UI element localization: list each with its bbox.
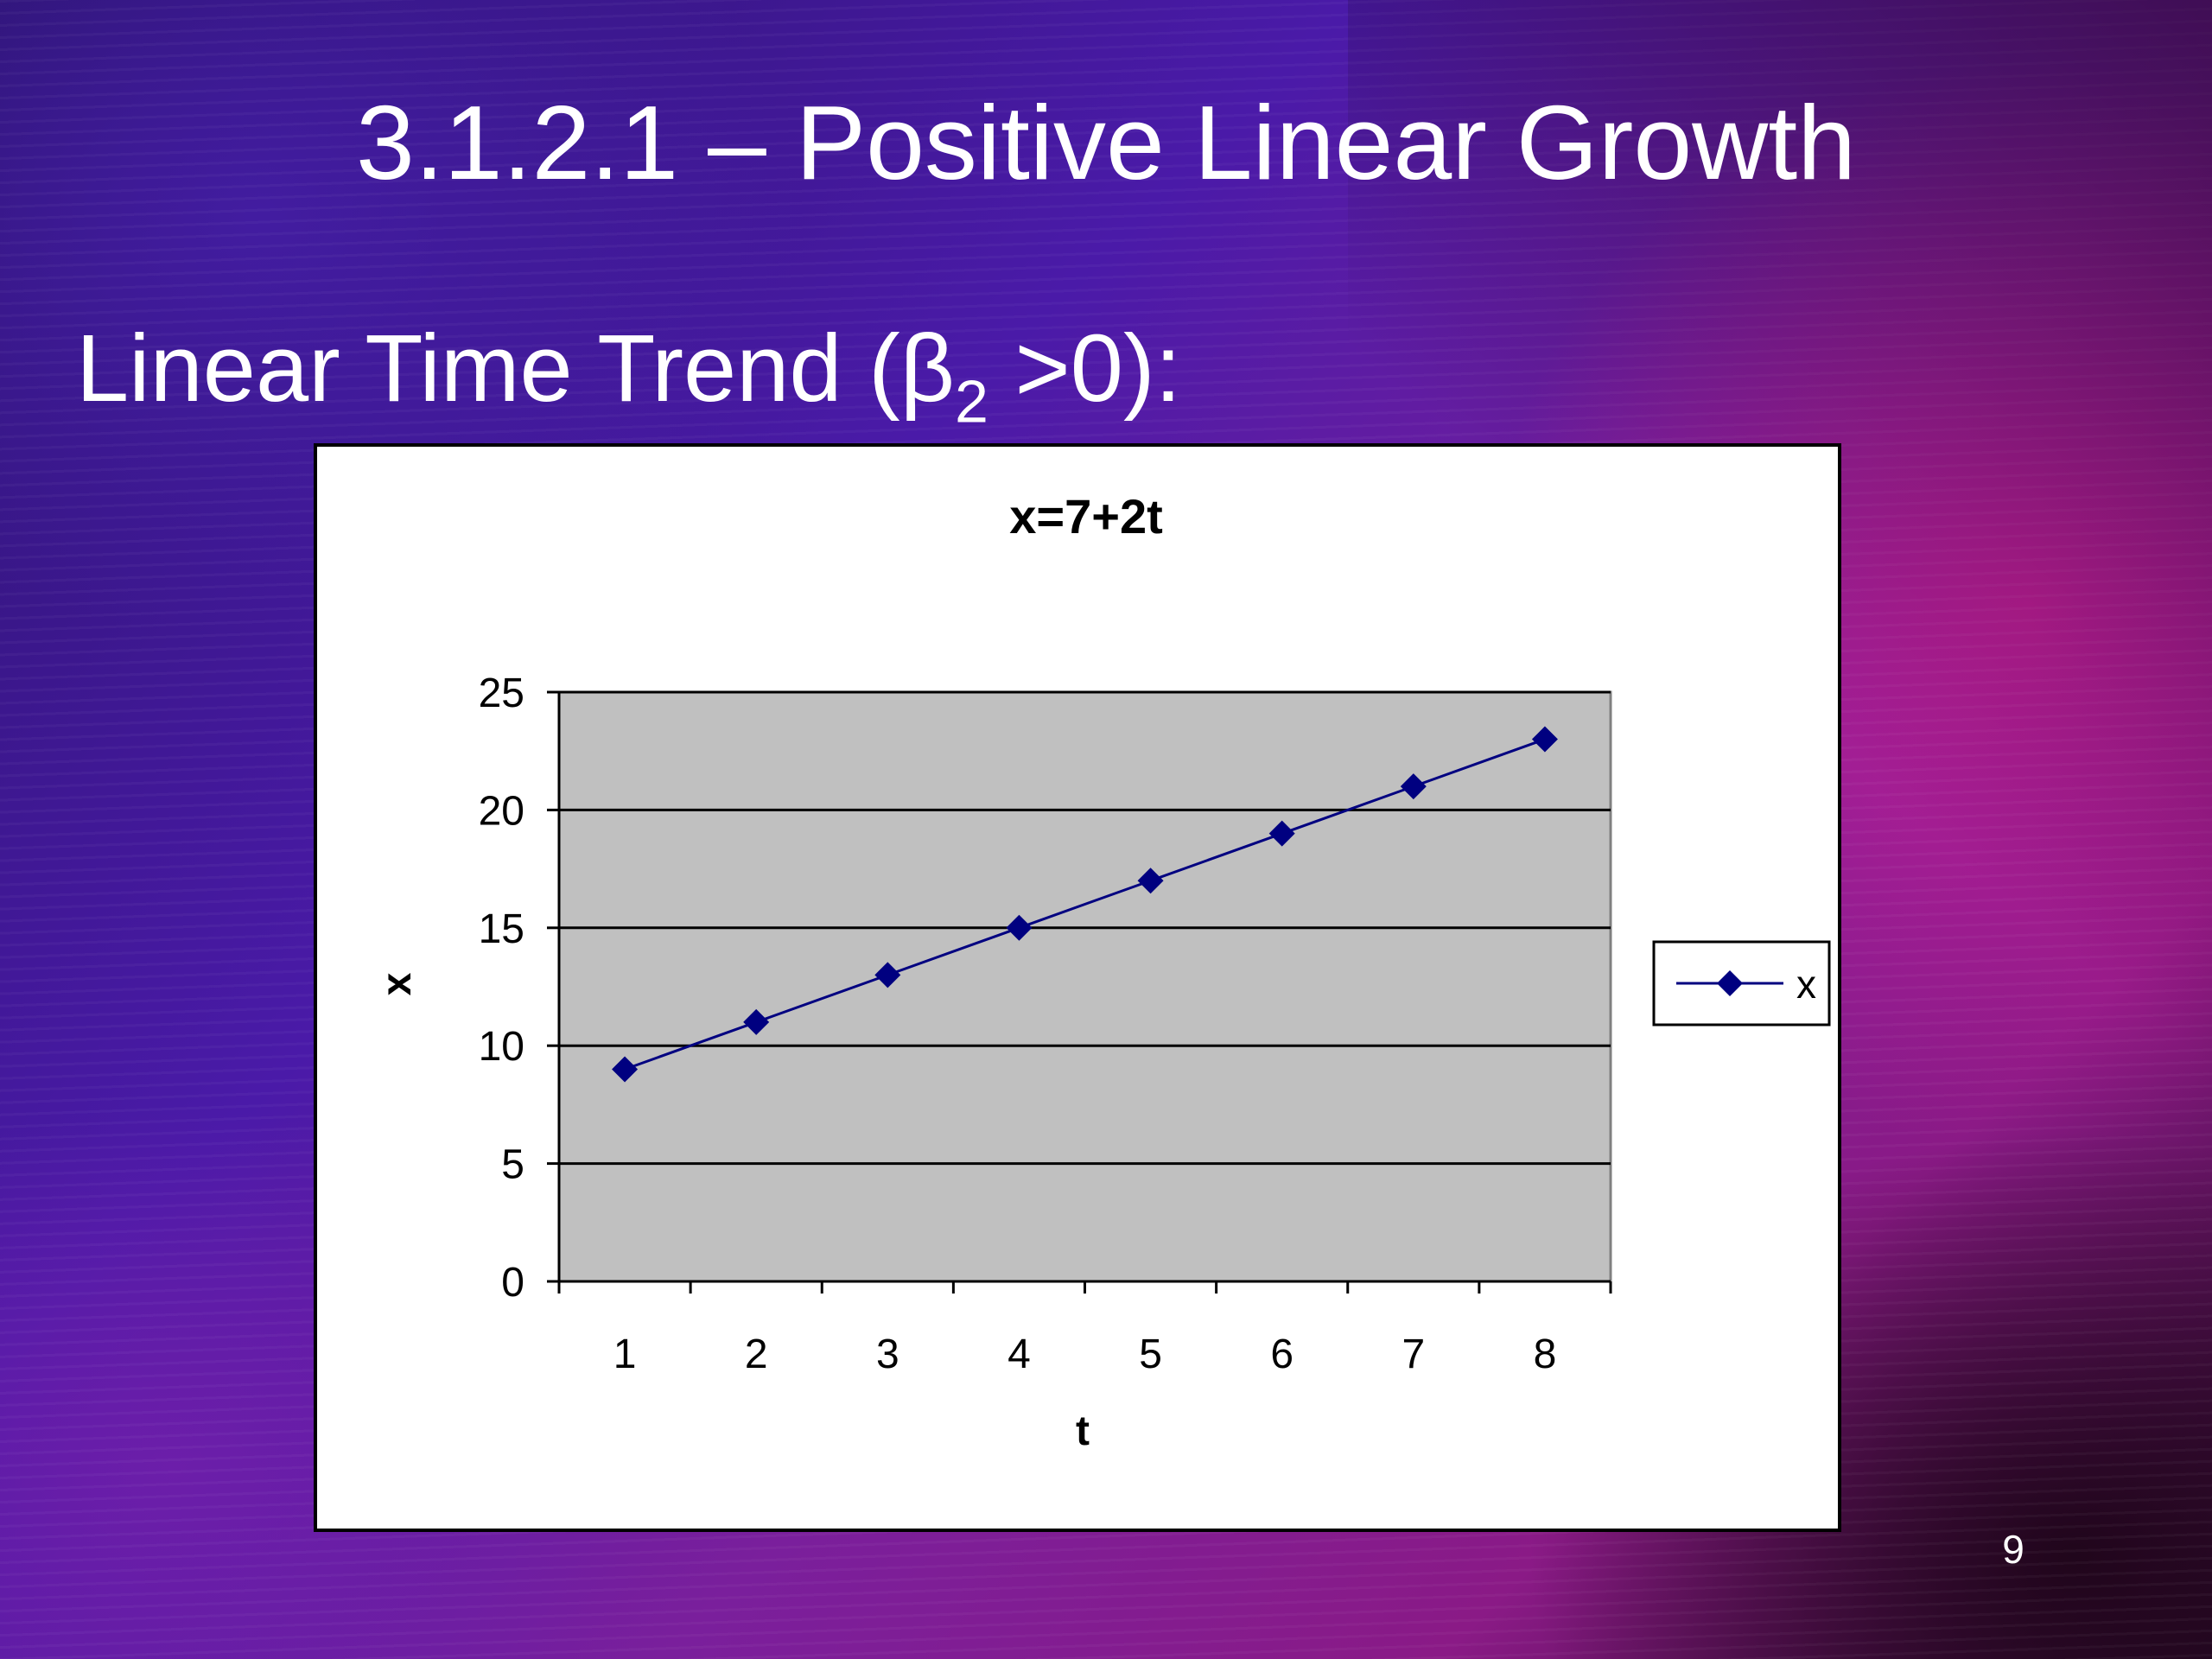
subtitle-prefix: Linear Time Trend (β — [76, 315, 956, 422]
legend-box — [1652, 940, 1831, 1027]
legend-label: x — [1796, 962, 1816, 1007]
y-tick-label: 25 — [479, 671, 524, 716]
x-tick-label: 2 — [745, 1332, 768, 1377]
data-point-marker — [1268, 820, 1295, 847]
subtitle-suffix: >0): — [988, 315, 1182, 422]
x-tick-label: 1 — [613, 1332, 637, 1377]
data-point-marker — [743, 1008, 770, 1035]
x-tick-label: 3 — [876, 1332, 899, 1377]
y-tick-label: 5 — [501, 1142, 524, 1188]
x-tick-label: 4 — [1007, 1332, 1031, 1377]
line-chart: 0 5 10 15 20 25 1 2 3 4 5 6 7 8 x=7+2t t x x — [374, 489, 1831, 1454]
x-tick-label: 7 — [1402, 1332, 1425, 1377]
y-tick-label: 20 — [479, 788, 524, 834]
data-point-marker — [1531, 726, 1558, 753]
y-axis-label: x — [374, 972, 420, 995]
x-tick-label: 6 — [1270, 1332, 1294, 1377]
data-point-marker — [1006, 914, 1033, 941]
data-point-marker — [612, 1056, 639, 1083]
x-tick-label: 5 — [1139, 1332, 1162, 1377]
chart-frame: 0 5 10 15 20 25 1 2 3 4 5 6 7 8 x=7+2t t x x — [314, 443, 1841, 1532]
data-point-marker — [874, 962, 901, 988]
data-point-marker — [1137, 868, 1164, 894]
chart-legend: x — [1652, 940, 1831, 1027]
slide-title: 3.1.2.1 – Positive Linear Growth — [355, 84, 1857, 201]
data-point-marker — [1400, 773, 1427, 800]
slide-subtitle: Linear Time Trend (β2 >0): — [76, 313, 1182, 432]
y-tick-label: 10 — [479, 1024, 524, 1070]
y-tick-label: 15 — [479, 906, 524, 952]
y-tick-label: 0 — [501, 1260, 524, 1306]
series-line — [624, 738, 1546, 1071]
subtitle-subscript: 2 — [955, 367, 988, 435]
plot-area — [557, 690, 1612, 1283]
page-number: 9 — [2002, 1527, 2024, 1572]
x-axis-label: t — [1076, 1408, 1090, 1454]
x-tick-label: 8 — [1534, 1332, 1557, 1377]
legend-marker-icon — [1717, 970, 1743, 996]
chart-title: x=7+2t — [1009, 489, 1163, 543]
